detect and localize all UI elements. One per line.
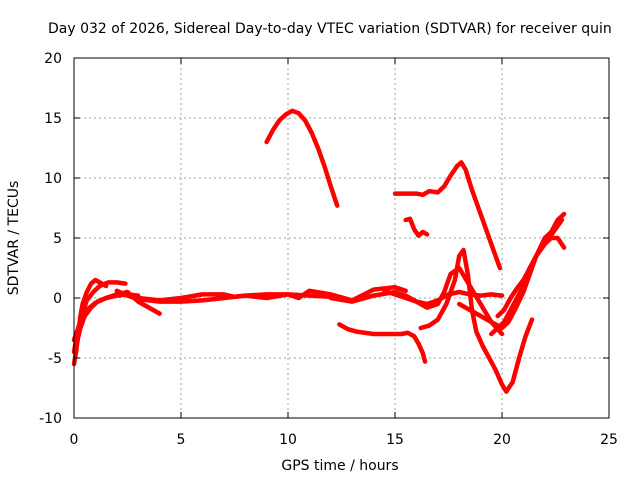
y-tick-label: 5 (53, 231, 62, 247)
series-arc-10 (392, 160, 503, 271)
y-tick-label: 15 (44, 111, 62, 127)
y-tick-label: 10 (44, 171, 62, 187)
x-tick-label: 5 (177, 432, 186, 448)
x-axis-label: GPS time / hours (281, 458, 398, 474)
y-tick-label: 20 (44, 51, 62, 67)
x-tick-label: 10 (279, 432, 297, 448)
chart-title: Day 032 of 2026, Sidereal Day-to-day VTE… (48, 21, 612, 37)
y-tick-label: 0 (53, 291, 62, 307)
x-tick-label: 20 (493, 432, 511, 448)
series-arc-6 (135, 284, 408, 303)
x-tick-label: 15 (386, 432, 404, 448)
series-arc-4 (71, 289, 162, 343)
x-tick-label: 0 (70, 432, 79, 448)
series-arc-16 (495, 217, 565, 319)
series-arc-13 (418, 247, 535, 394)
axis-ticks: 0 5 10 15 20 25 -10 -5 0 5 10 15 20 (39, 51, 618, 448)
series-arc-8 (382, 288, 505, 307)
series-arc-12 (337, 322, 428, 364)
y-tick-label: -5 (48, 351, 62, 367)
y-axis-label: SDTVAR / TECUs (6, 181, 22, 296)
series-arc-9 (264, 108, 340, 208)
series-arc-11 (403, 216, 430, 238)
plot-series (71, 108, 567, 394)
y-tick-label: -10 (39, 411, 62, 427)
grid (74, 58, 609, 418)
x-tick-label: 25 (600, 432, 618, 448)
series-arc-7 (328, 265, 505, 337)
